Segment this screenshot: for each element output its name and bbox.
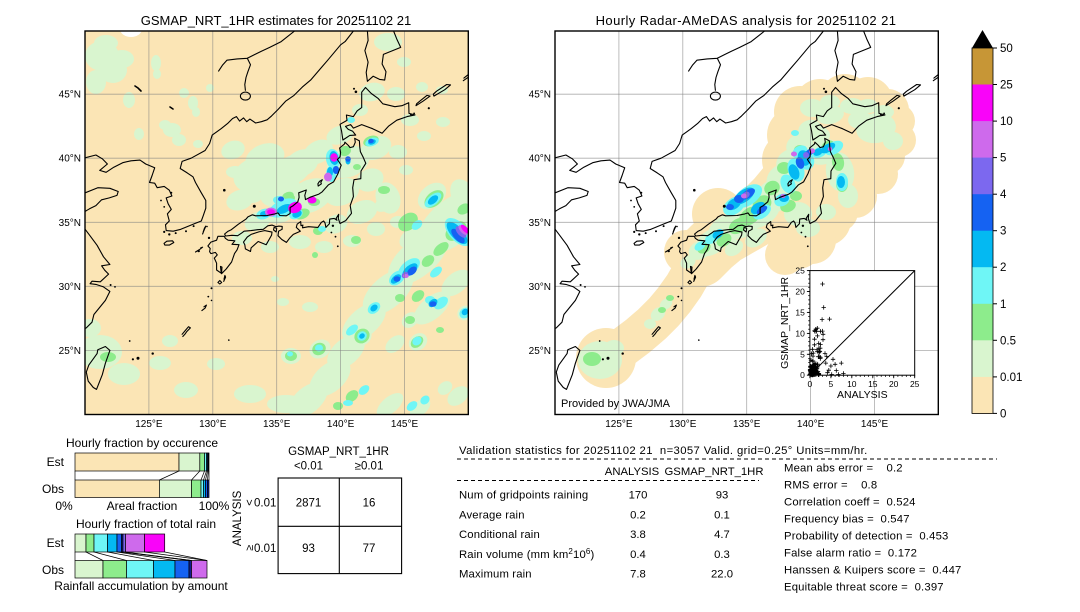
svg-text:0: 0	[808, 379, 813, 389]
svg-text:35°N: 35°N	[59, 218, 81, 229]
svg-text:35°N: 35°N	[529, 218, 551, 229]
svg-text:40°N: 40°N	[529, 154, 551, 165]
svg-text:Hanssen & Kuipers score = 0.4: Hanssen & Kuipers score = 0.447	[784, 565, 962, 577]
svg-text:100%: 100%	[199, 499, 230, 513]
svg-text:4.7: 4.7	[714, 529, 730, 541]
svg-text:Est: Est	[47, 455, 65, 469]
svg-text:125°E: 125°E	[605, 419, 633, 430]
svg-text:3.8: 3.8	[630, 529, 646, 541]
svg-text:Est: Est	[47, 536, 65, 550]
svg-text:140°E: 140°E	[327, 419, 355, 430]
svg-text:25: 25	[795, 266, 805, 276]
svg-text:Average rain: Average rain	[459, 509, 525, 521]
svg-text:Maximum rain: Maximum rain	[459, 568, 532, 580]
svg-text:50: 50	[1000, 43, 1013, 55]
svg-text:Correlation coeff = 0.524: Correlation coeff = 0.524	[784, 497, 916, 509]
svg-text:Rain volume (mm km2106): Rain volume (mm km2106)	[459, 547, 595, 561]
svg-text:125°E: 125°E	[135, 419, 163, 430]
svg-text:0.01: 0.01	[254, 543, 276, 555]
svg-text:16: 16	[363, 498, 376, 510]
svg-text:3: 3	[1000, 226, 1006, 238]
svg-text:False alarm ratio = 0.172: False alarm ratio = 0.172	[784, 548, 917, 560]
svg-text:2: 2	[1000, 262, 1006, 274]
svg-text:25: 25	[910, 379, 920, 389]
svg-text:5: 5	[800, 349, 805, 359]
svg-text:<0.01: <0.01	[294, 461, 323, 473]
svg-text:≥0.01: ≥0.01	[355, 461, 384, 473]
svg-text:10: 10	[847, 379, 857, 389]
svg-text:GSMAP_NRT_1HR: GSMAP_NRT_1HR	[288, 446, 389, 458]
svg-text:45°N: 45°N	[59, 90, 81, 101]
svg-text:GSMAP_NRT_1HR: GSMAP_NRT_1HR	[779, 276, 791, 368]
svg-text:135°E: 135°E	[733, 419, 761, 430]
svg-text:Hourly Radar-AMeDAS analysis f: Hourly Radar-AMeDAS analysis for 2025110…	[596, 13, 897, 28]
svg-text:30°N: 30°N	[529, 282, 551, 293]
svg-text:7.8: 7.8	[630, 568, 646, 580]
svg-text:30°N: 30°N	[59, 282, 81, 293]
svg-text:Num of gridpoints raining: Num of gridpoints raining	[459, 490, 588, 502]
svg-text:10: 10	[1000, 116, 1013, 128]
svg-text:Probability of detection = 0.: Probability of detection = 0.453	[784, 531, 949, 543]
svg-text:Obs: Obs	[42, 482, 64, 496]
svg-text:0.5: 0.5	[1000, 335, 1016, 347]
svg-text:Hourly fraction by occurence: Hourly fraction by occurence	[66, 436, 218, 450]
svg-text:15: 15	[795, 307, 805, 317]
svg-text:0.2: 0.2	[630, 509, 646, 521]
svg-text:5: 5	[829, 379, 834, 389]
svg-text:130°E: 130°E	[199, 419, 227, 430]
svg-text:15: 15	[868, 379, 878, 389]
svg-text:0.4: 0.4	[630, 549, 646, 561]
svg-text:22.0: 22.0	[711, 568, 733, 580]
svg-text:130°E: 130°E	[669, 419, 697, 430]
svg-text:<: <	[244, 499, 256, 505]
svg-text:145°E: 145°E	[391, 419, 419, 430]
svg-text:0: 0	[1000, 408, 1006, 420]
svg-text:ANALYSIS: ANALYSIS	[837, 389, 888, 401]
svg-text:Mean abs error = 0.2: Mean abs error = 0.2	[784, 463, 903, 475]
svg-text:Equitable threat score = 0.39: Equitable threat score = 0.397	[784, 582, 944, 594]
svg-text:Areal fraction: Areal fraction	[107, 499, 178, 513]
svg-text:77: 77	[363, 543, 376, 555]
svg-text:93: 93	[716, 490, 729, 502]
svg-text:Obs: Obs	[42, 563, 64, 577]
svg-text:93: 93	[302, 543, 315, 555]
svg-text:20: 20	[795, 287, 805, 297]
svg-text:1: 1	[1000, 299, 1006, 311]
svg-text:GSMAP_NRT_1HR: GSMAP_NRT_1HR	[665, 466, 764, 478]
svg-text:25°N: 25°N	[59, 346, 81, 357]
svg-text:25°N: 25°N	[529, 346, 551, 357]
svg-text:Frequency bias = 0.547: Frequency bias = 0.547	[784, 514, 910, 526]
svg-text:4: 4	[1000, 189, 1007, 201]
svg-text:≥: ≥	[244, 545, 256, 551]
svg-text:0.01: 0.01	[1000, 372, 1022, 384]
svg-text:2871: 2871	[296, 498, 322, 510]
svg-text:20: 20	[889, 379, 899, 389]
svg-text:0.01: 0.01	[254, 498, 276, 510]
svg-text:25: 25	[1000, 80, 1013, 92]
svg-text:Provided by JWA/JMA: Provided by JWA/JMA	[561, 398, 671, 410]
svg-text:0.1: 0.1	[714, 509, 730, 521]
svg-text:0: 0	[800, 370, 805, 380]
svg-text:ANALYSIS: ANALYSIS	[605, 466, 660, 478]
svg-text:0%: 0%	[55, 499, 73, 513]
svg-text:Conditional rain: Conditional rain	[459, 529, 540, 541]
svg-text:5: 5	[1000, 153, 1006, 165]
svg-text:RMS error = 0.8: RMS error = 0.8	[784, 480, 877, 492]
svg-text:140°E: 140°E	[797, 419, 825, 430]
svg-text:GSMAP_NRT_1HR estimates for 20: GSMAP_NRT_1HR estimates for 20251102 21	[141, 13, 412, 28]
svg-text:Validation statistics for 2025: Validation statistics for 20251102 21 n=…	[459, 445, 868, 457]
svg-text:Hourly fraction of total rain: Hourly fraction of total rain	[76, 517, 216, 531]
svg-text:Rainfall accumulation by amoun: Rainfall accumulation by amount	[54, 579, 228, 593]
svg-text:135°E: 135°E	[263, 419, 291, 430]
svg-text:145°E: 145°E	[861, 419, 889, 430]
svg-text:45°N: 45°N	[529, 90, 551, 101]
svg-text:40°N: 40°N	[59, 154, 81, 165]
svg-text:ANALYSIS: ANALYSIS	[232, 490, 244, 546]
svg-text:0.3: 0.3	[714, 549, 730, 561]
svg-text:170: 170	[629, 490, 648, 502]
svg-text:10: 10	[795, 328, 805, 338]
